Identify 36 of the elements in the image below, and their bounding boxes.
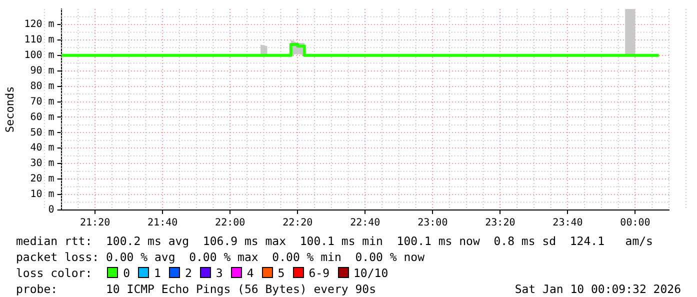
y-tick-label: 100 m xyxy=(24,50,54,61)
text: probe: 10 ICMP Echo Pings (56 Bytes) every 90s xyxy=(16,282,376,296)
y-tick-label: 60 m xyxy=(30,112,54,123)
y-tick-label: 10 m xyxy=(30,189,54,200)
x-tick-label: 23:20 xyxy=(485,218,516,229)
y-tick-label: 90 m xyxy=(30,65,54,76)
x-tick-label: 22:00 xyxy=(215,218,246,229)
legend-label: 1 xyxy=(154,266,161,280)
legend-label: 0 xyxy=(123,266,130,280)
x-tick-label: 22:20 xyxy=(282,218,313,229)
x-tick-label: 21:20 xyxy=(80,218,110,229)
y-tick-label: 120 m xyxy=(24,19,54,30)
legend-label: 4 xyxy=(246,266,254,280)
x-tick-label: 22:40 xyxy=(350,218,380,229)
y-tick-label: 40 m xyxy=(30,142,54,154)
legend-label: 2 xyxy=(184,266,192,280)
text: packet loss: 0.00 % avg 0.00 % max 0.00 % min 0.00 % now xyxy=(16,250,424,264)
x-tick-label: 21:40 xyxy=(148,218,178,229)
y-axis-title: Seconds xyxy=(3,86,16,133)
y-tick-label: 110 m xyxy=(24,34,54,46)
legend-label: 10/10 xyxy=(354,266,388,280)
x-tick-label: 23:40 xyxy=(552,218,583,229)
x-tick-label: 00:00 xyxy=(620,218,650,229)
text: Sat Jan 10 00:09:32 2026 xyxy=(514,282,681,296)
y-tick-label: 30 m xyxy=(30,158,54,170)
legend-title: loss color: xyxy=(16,266,92,280)
legend-label: 5 xyxy=(278,266,285,280)
y-tick-label: 20 m xyxy=(30,174,54,185)
legend-label: 6-9 xyxy=(308,266,330,280)
legend-label: 3 xyxy=(216,266,223,280)
y-tick-label: 80 m xyxy=(30,80,54,92)
x-tick-label: 23:00 xyxy=(418,218,448,229)
y-tick-label: 0 xyxy=(48,204,54,216)
y-tick-label: 50 m xyxy=(30,127,54,138)
y-tick-label: 70 m xyxy=(30,96,54,108)
text: median rtt: 100.2 ms avg 106.9 ms max 100.1 ms min 100.1 ms now 0.8 ms sd 124.1 am/s xyxy=(16,234,653,248)
